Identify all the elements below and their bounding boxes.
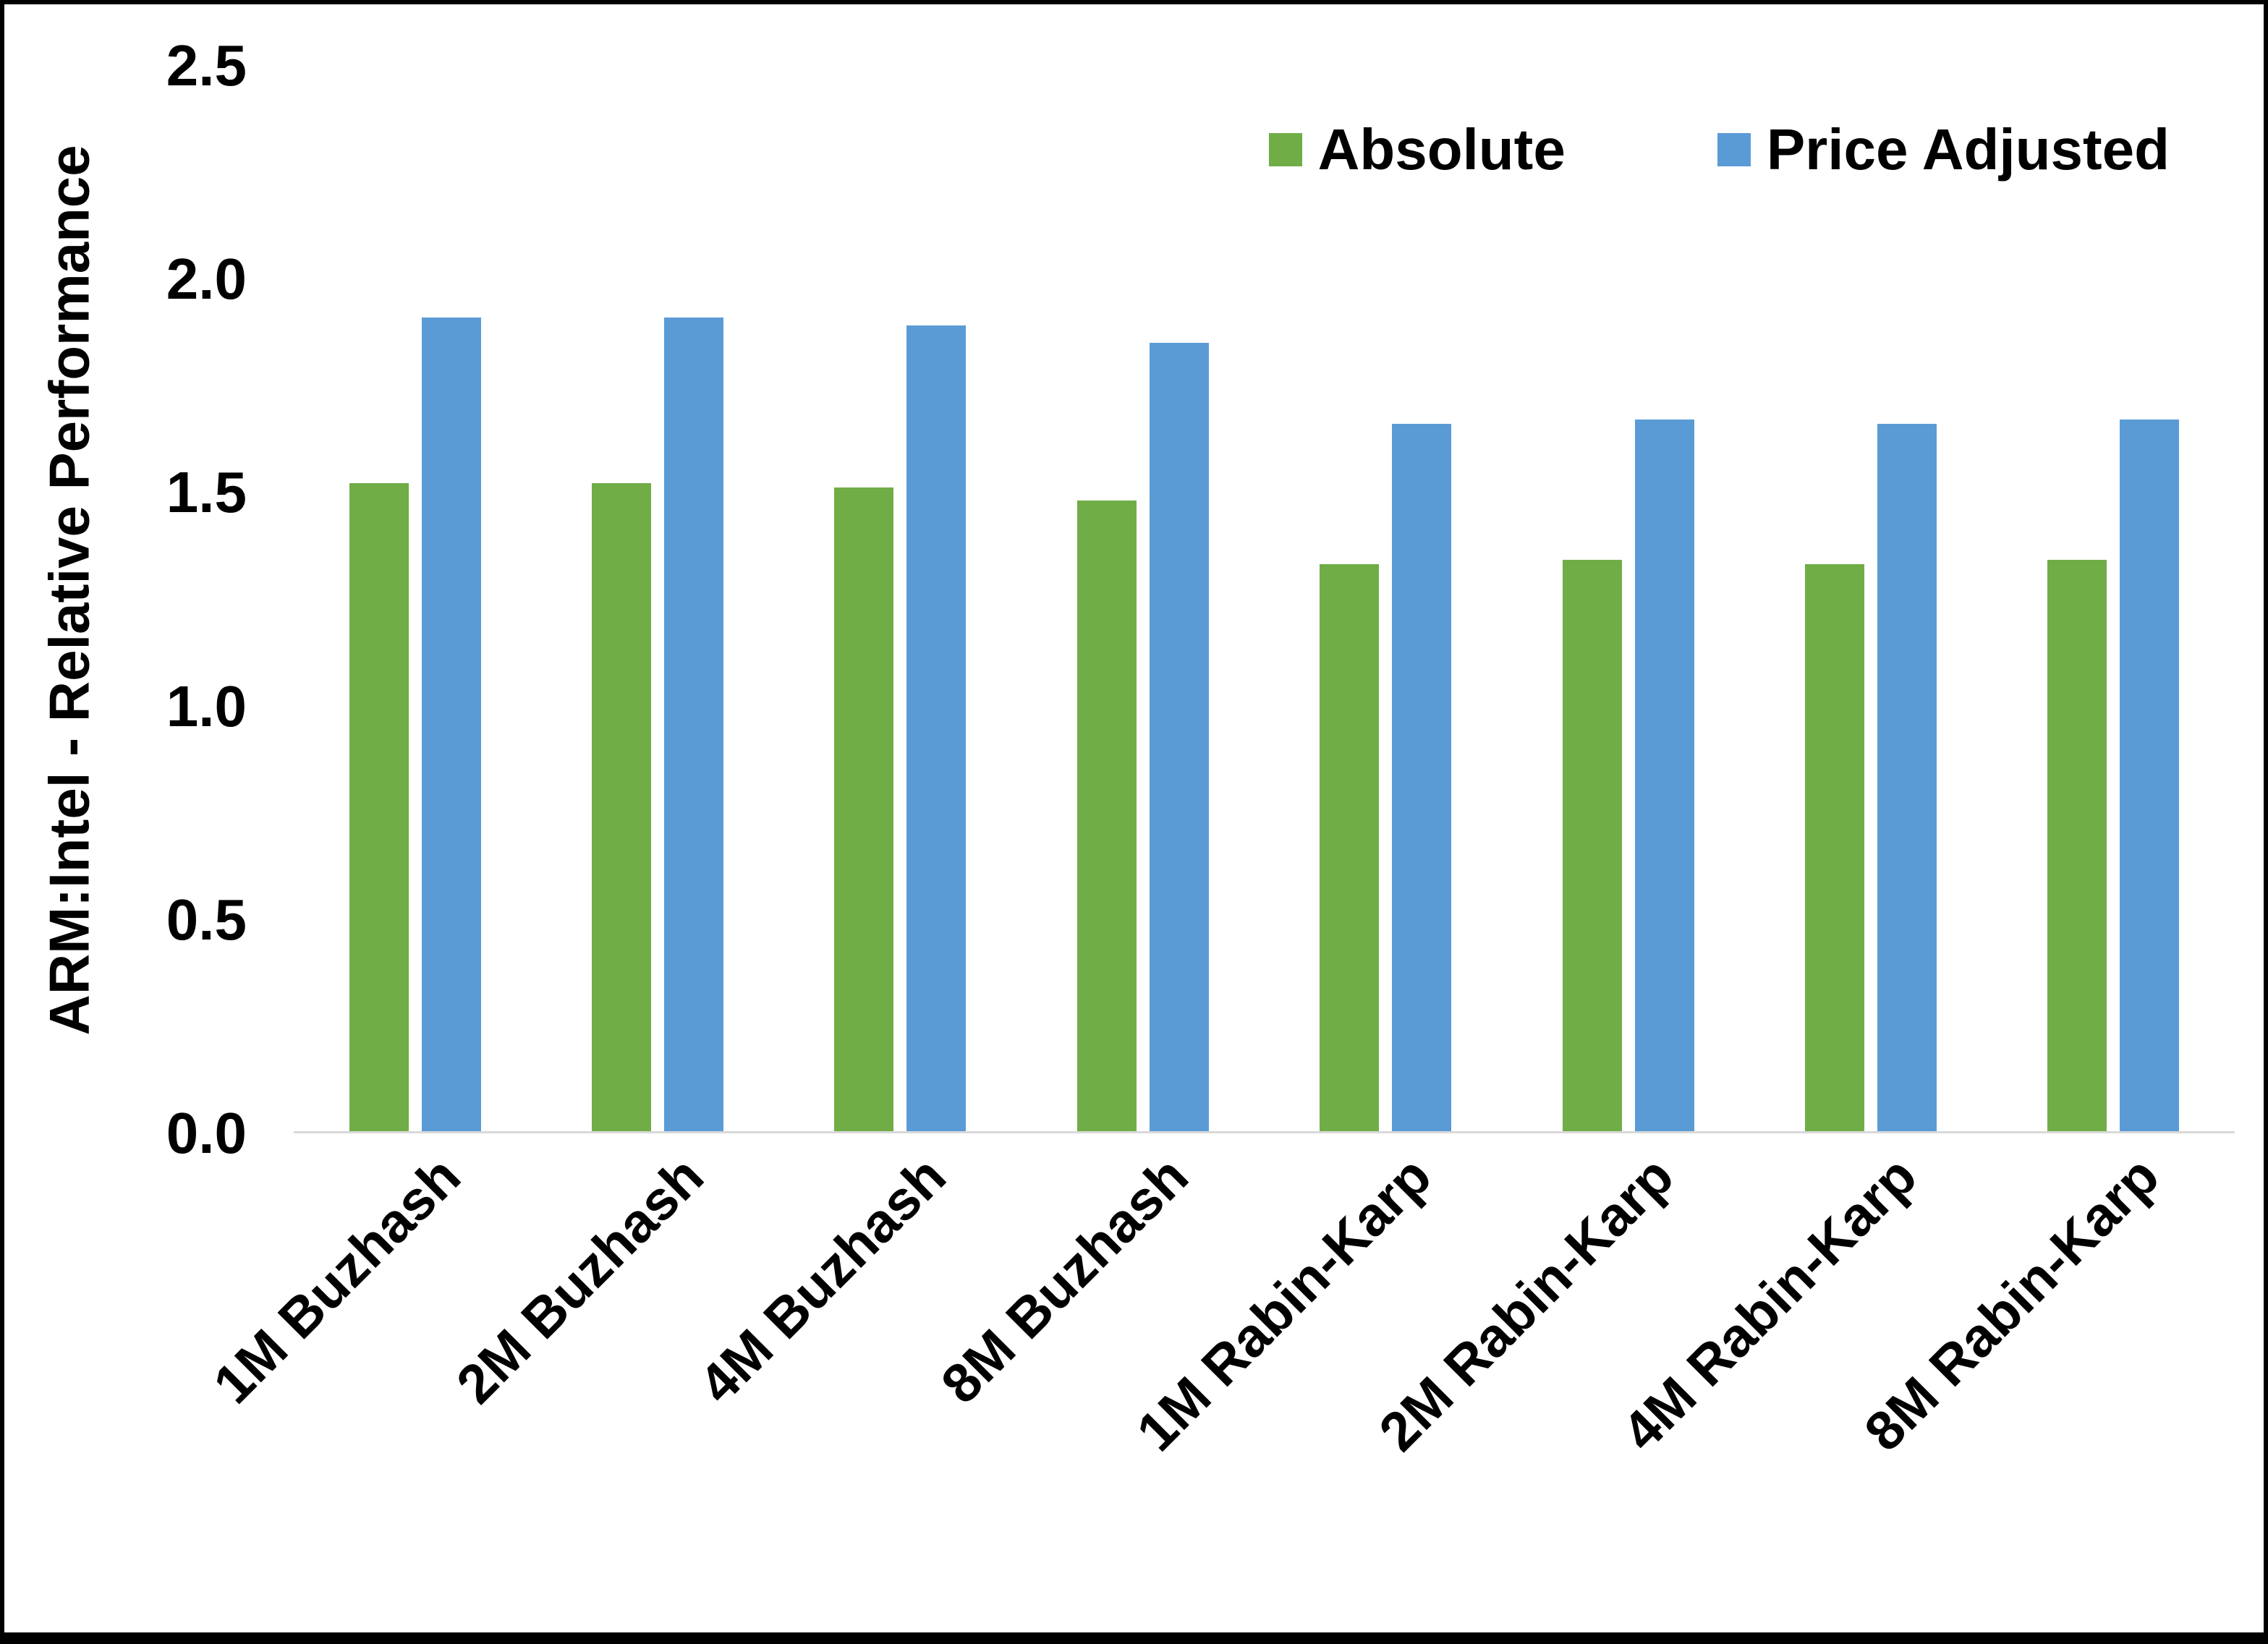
bar-price-adjusted — [421, 317, 481, 1131]
bar-group-3 — [834, 66, 967, 1131]
y-tick-label: 2.0 — [166, 247, 247, 312]
x-axis-label: 1M Buzhash — [202, 1145, 473, 1415]
bar-absolute — [1320, 564, 1380, 1131]
y-tick-label: 2.5 — [166, 33, 247, 98]
bar-absolute — [1804, 564, 1864, 1131]
bar-group-4 — [1076, 66, 1209, 1131]
y-axis-ticks: 0.0 0.5 1.0 1.5 2.0 2.5 — [91, 37, 247, 1162]
bar-chart: ARM:Intel - Relative Performance 0.0 0.5 1… — [4, 4, 2264, 1632]
bar-price-adjusted — [1392, 423, 1452, 1131]
bar-absolute — [834, 487, 894, 1131]
bar-absolute — [1562, 560, 1622, 1131]
bar-group-5 — [1320, 66, 1452, 1131]
bar-absolute — [2047, 560, 2107, 1131]
legend-label-absolute: Absolute — [1317, 117, 1566, 182]
bar-price-adjusted — [2120, 419, 2180, 1131]
legend: Absolute Price Adjusted — [1268, 116, 2170, 183]
bar-price-adjusted — [1877, 423, 1937, 1131]
bar-price-adjusted — [1634, 419, 1694, 1131]
bar-group-1 — [349, 66, 481, 1131]
bar-group-2 — [592, 66, 724, 1131]
legend-item-absolute: Absolute — [1268, 116, 1566, 183]
y-tick-label: 0.5 — [166, 887, 247, 952]
bar-absolute — [1076, 500, 1137, 1131]
bar-absolute — [592, 483, 652, 1131]
y-tick-label: 1.5 — [166, 460, 247, 525]
legend-swatch-price-adjusted — [1717, 133, 1751, 166]
bar-group-7 — [1804, 66, 1937, 1131]
bar-price-adjusted — [1149, 342, 1209, 1131]
x-axis-labels: 1M Buzhash 2M Buzhash 4M Buzhash 8M Buzhash… — [202, 1145, 2235, 1594]
legend-label-price-adjusted: Price Adjusted — [1766, 117, 2170, 182]
bar-absolute — [349, 483, 409, 1131]
y-tick-label: 0.0 — [166, 1101, 247, 1165]
legend-swatch-absolute — [1268, 133, 1302, 166]
y-tick-label: 1.0 — [166, 673, 247, 738]
bar-group-8 — [2047, 66, 2180, 1131]
x-label-cell: 8M Rabin-Karp — [1853, 1145, 2235, 1594]
bar-group-6 — [1562, 66, 1694, 1131]
bar-price-adjusted — [906, 325, 967, 1131]
legend-item-price-adjusted: Price Adjusted — [1717, 116, 2170, 183]
bar-price-adjusted — [664, 317, 724, 1131]
plot-area — [294, 66, 2235, 1133]
